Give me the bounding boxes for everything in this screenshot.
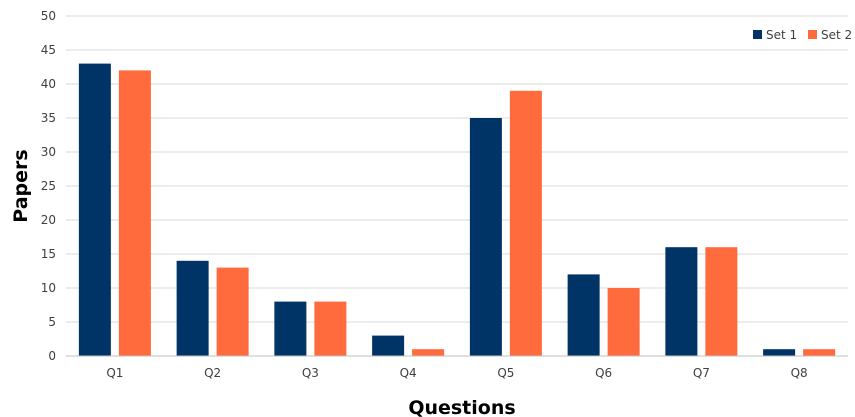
legend-item-set-2: Set 2	[808, 28, 852, 42]
y-tick-label: 0	[48, 349, 56, 363]
x-axis-ticks: Q1 Q2 Q3 Q4 Q5 Q6 Q7 Q8	[106, 366, 807, 380]
x-tick-label: Q6	[595, 366, 612, 380]
legend-label: Set 1	[766, 28, 797, 42]
y-tick-label: 45	[41, 43, 56, 57]
bar-set-1-q8	[763, 349, 796, 356]
bar-set-1-q4	[372, 335, 405, 356]
y-tick-label: 50	[41, 9, 56, 23]
x-tick-label: Q7	[693, 366, 710, 380]
x-tick-label: Q3	[302, 366, 319, 380]
x-tick-label: Q1	[106, 366, 123, 380]
bars	[78, 63, 836, 357]
bar-set-2-q6	[607, 288, 640, 356]
bar-set-2-q7	[705, 247, 738, 356]
y-axis-title: Papers	[10, 149, 32, 222]
y-tick-label: 35	[41, 111, 56, 125]
legend-swatch	[753, 30, 762, 39]
bar-set-1-q7	[665, 247, 698, 356]
x-tick-label: Q8	[791, 366, 808, 380]
x-tick-label: Q5	[497, 366, 514, 380]
bar-set-2-q5	[509, 90, 542, 357]
bar-set-1-q6	[567, 274, 600, 356]
y-tick-label: 15	[41, 247, 56, 261]
x-axis-title: Questions	[408, 397, 515, 417]
y-axis-ticks: 0 5 10 15 20 25 30 35 40 45 50	[41, 9, 56, 363]
bar-set-1-q1	[78, 63, 111, 356]
bar-set-2-q8	[803, 349, 836, 356]
bar-set-1-q2	[176, 260, 209, 356]
y-tick-label: 10	[41, 281, 56, 295]
y-tick-label: 20	[41, 213, 56, 227]
bar-set-2-q2	[216, 267, 249, 356]
x-tick-label: Q2	[204, 366, 221, 380]
y-tick-label: 25	[41, 179, 56, 193]
legend-label: Set 2	[821, 28, 852, 42]
y-tick-label: 30	[41, 145, 56, 159]
y-tick-label: 5	[48, 315, 56, 329]
bar-set-1-q3	[274, 301, 307, 356]
bar-set-2-q1	[118, 70, 151, 357]
legend: Set 1 Set 2	[753, 28, 852, 42]
bar-set-2-q3	[314, 301, 347, 356]
bar-set-2-q4	[412, 349, 445, 356]
legend-swatch	[808, 30, 817, 39]
legend-item-set-1: Set 1	[753, 28, 797, 42]
y-tick-label: 40	[41, 77, 56, 91]
bar-set-1-q5	[469, 118, 502, 356]
x-tick-label: Q4	[400, 366, 417, 380]
